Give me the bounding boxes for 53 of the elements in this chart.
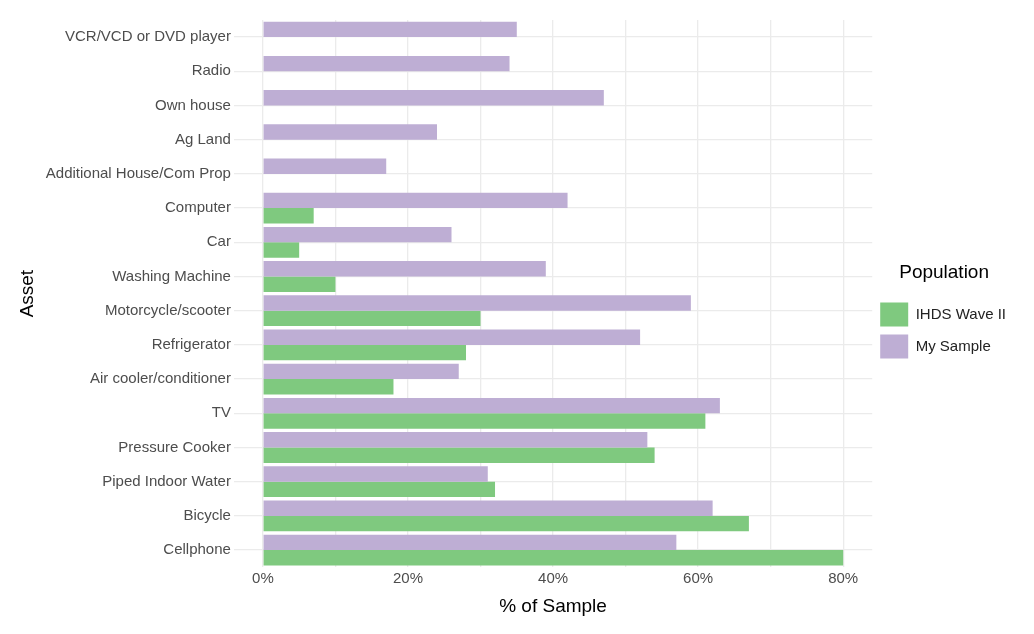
y-tick-label: Ag Land [175,129,231,147]
y-tick-label: Radio [191,61,231,79]
x-tick-label: 0% [252,569,274,587]
x-axis-title: % of Sample [499,594,607,616]
y-tick-label: VCR/VCD or DVD player [65,27,231,45]
y-tick-label: Computer [165,198,231,216]
bar [263,242,300,258]
bar [263,447,655,463]
y-tick-label: Pressure Cooker [118,437,231,455]
legend-title: Population [899,261,989,283]
y-tick-label: Air cooler/conditioner [89,369,231,387]
bar [263,261,546,277]
bar [263,55,510,72]
bar [263,432,648,448]
bar [263,158,387,174]
bar [263,515,749,532]
y-tick-label: Car [206,232,231,250]
y-tick-label: Cellphone [163,540,231,558]
x-tick-label: 80% [828,569,859,587]
bar [263,363,459,380]
bar [263,413,706,429]
bar [263,226,452,243]
bar [263,310,481,327]
y-tick-label: Washing Machine [112,266,231,284]
bar [263,90,604,106]
bar [263,192,568,209]
bar [263,295,691,311]
bar [263,124,437,140]
bar [263,481,496,498]
bar [263,500,713,516]
x-tick-label: 60% [683,569,714,587]
y-tick-label: Refrigerator [151,335,231,353]
bar [263,344,467,361]
y-tick-label: Motorcycle/scooter [105,300,231,318]
legend-label: IHDS Wave II [915,304,1006,322]
bar [263,21,517,38]
bar [263,534,677,551]
y-tick-label: TV [211,403,231,421]
bar [263,379,394,395]
bar [263,397,720,414]
bar [263,208,314,224]
y-tick-label: Bicycle [183,506,231,524]
bar [263,329,641,345]
bar [263,466,488,482]
bar [263,276,336,292]
y-tick-label: Additional House/Com Prop [45,164,231,182]
legend-label: My Sample [915,336,991,354]
x-tick-label: 40% [538,569,569,587]
y-axis-title: Asset [15,269,37,318]
bar [263,550,844,566]
x-tick-label: 20% [392,569,423,587]
y-tick-label: Own house [155,95,231,113]
y-tick-label: Piped Indoor Water [102,471,231,489]
